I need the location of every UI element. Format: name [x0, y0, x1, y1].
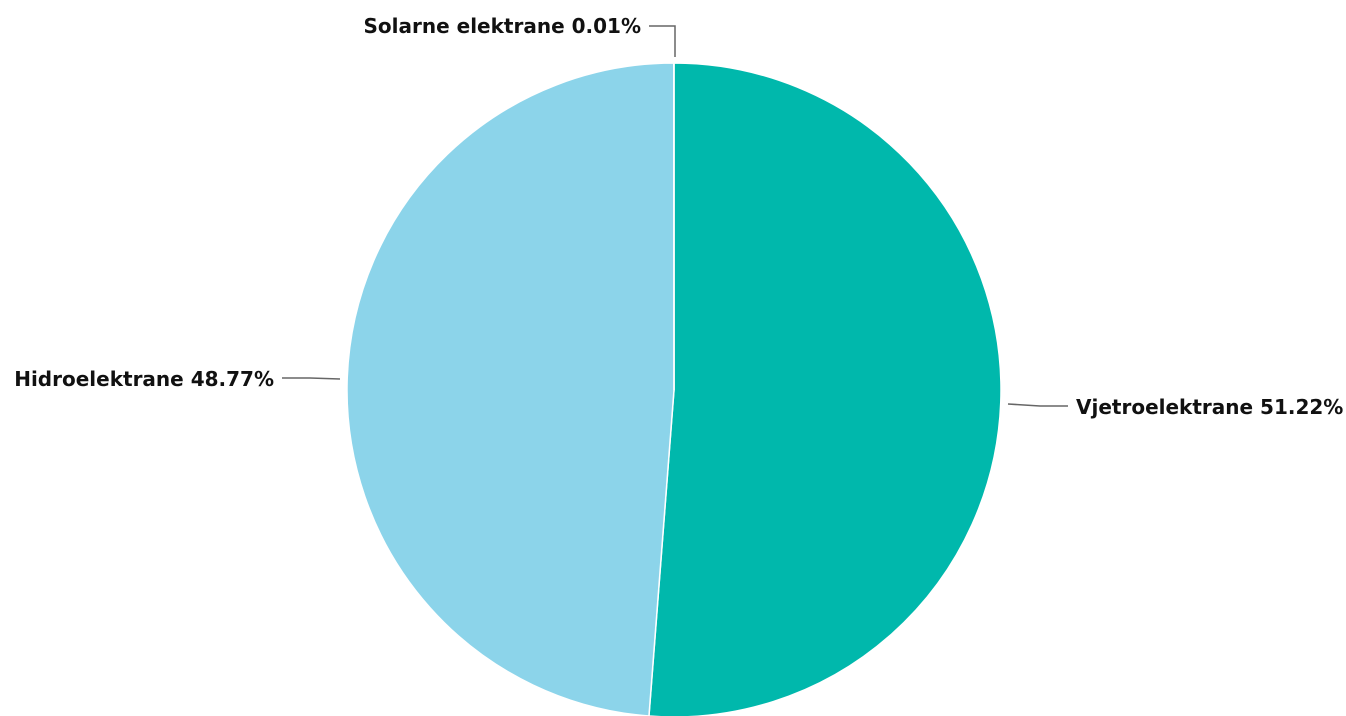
pie-slice-vjetroelektrane [648, 62, 1002, 716]
pie-slices [346, 62, 1002, 716]
leader-line-solarne [649, 25, 676, 57]
label-vjetroelektrane: Vjetroelektrane 51.22% [1076, 395, 1343, 419]
leader-line-vjetroelektrane [1007, 403, 1068, 407]
pie-slice-hidroelektrane [346, 62, 675, 716]
label-solarne-elektrane: Solarne elektrane 0.01% [364, 14, 641, 38]
slice-labels: Vjetroelektrane 51.22% Hidroelektrane 48… [14, 14, 1343, 419]
leader-lines [282, 25, 1068, 407]
leader-line-hidroelektrane [282, 377, 341, 380]
label-hidroelektrane: Hidroelektrane 48.77% [14, 367, 274, 391]
